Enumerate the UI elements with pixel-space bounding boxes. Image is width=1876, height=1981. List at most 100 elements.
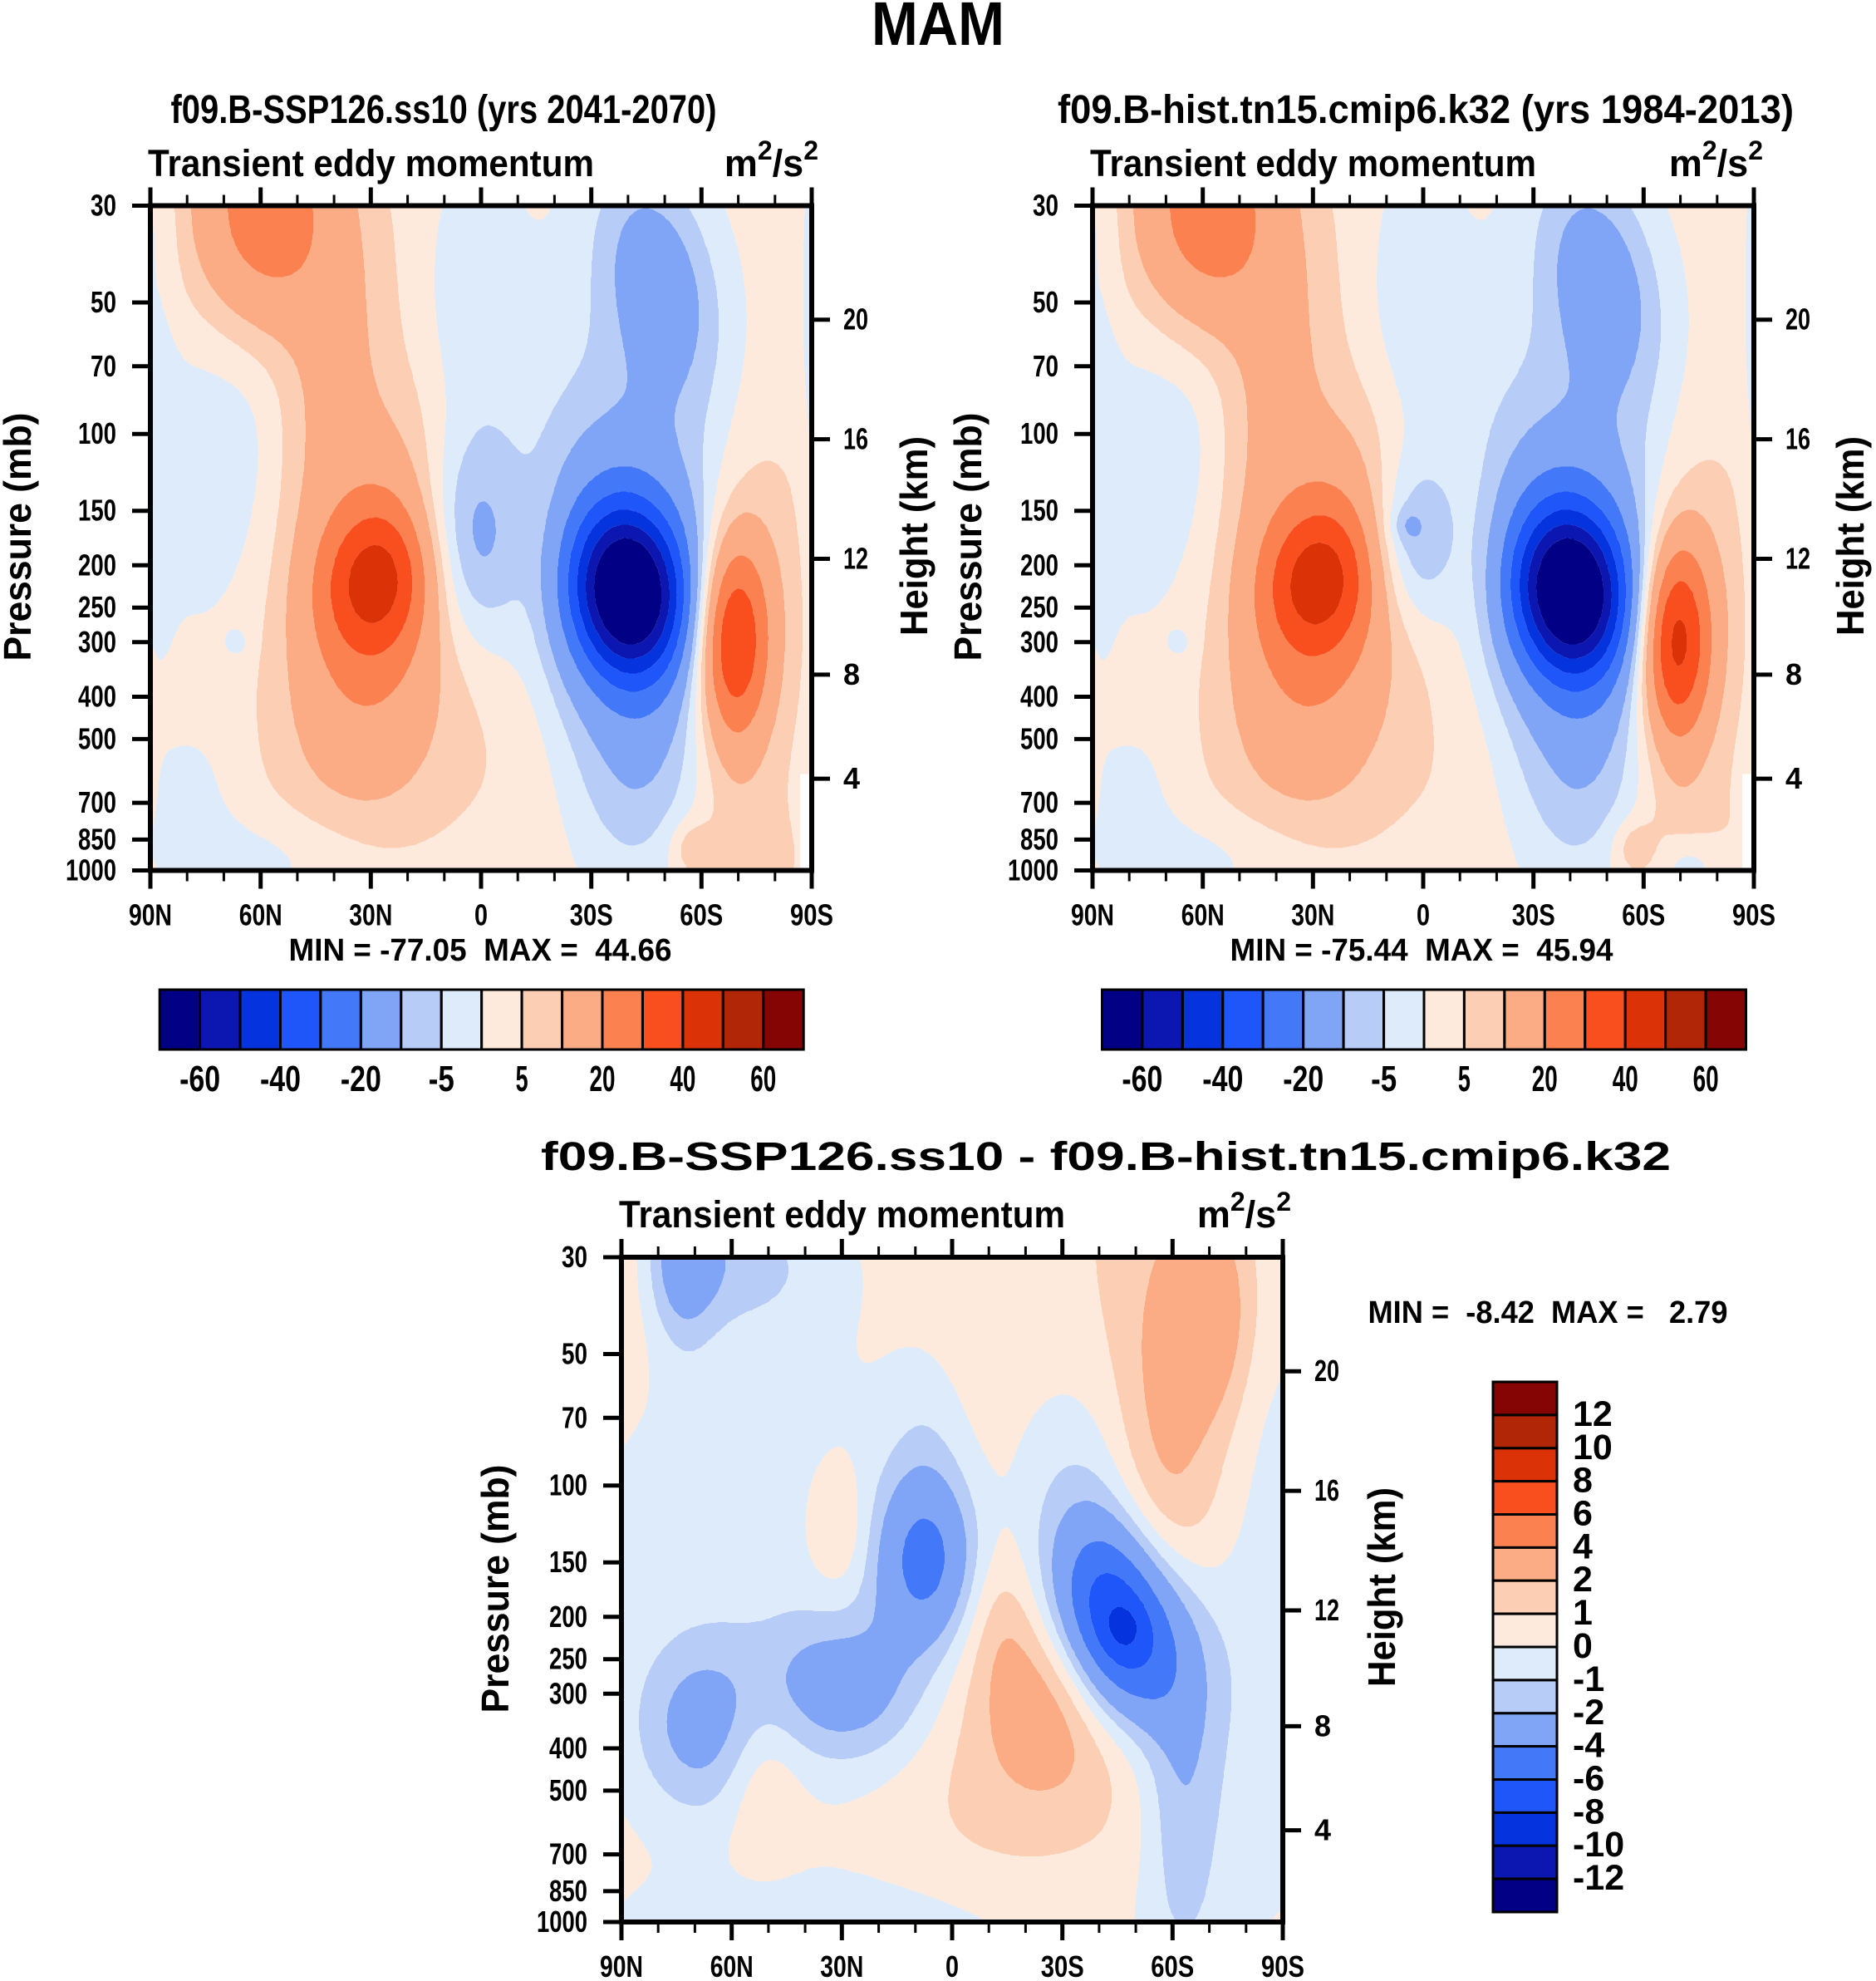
svg-text:850: 850 <box>549 1874 587 1908</box>
svg-text:-1: -1 <box>1573 1659 1604 1699</box>
svg-text:200: 200 <box>549 1600 587 1634</box>
svg-text:200: 200 <box>78 548 116 582</box>
svg-text:16: 16 <box>1785 422 1810 456</box>
svg-text:300: 300 <box>78 625 116 659</box>
svg-text:1000: 1000 <box>1008 853 1058 887</box>
svg-text:200: 200 <box>1020 548 1058 582</box>
svg-text:Pressure (mb): Pressure (mb) <box>946 413 990 661</box>
svg-text:70: 70 <box>1033 349 1058 383</box>
svg-text:20: 20 <box>843 302 868 337</box>
svg-text:30: 30 <box>562 1240 587 1274</box>
svg-text:500: 500 <box>549 1773 587 1807</box>
svg-text:4: 4 <box>1314 1813 1331 1847</box>
svg-text:30N: 30N <box>1291 898 1334 932</box>
svg-text:250: 250 <box>78 590 116 624</box>
svg-text:MIN = -75.44 MAX = 45.94: MIN = -75.44 MAX = 45.94 <box>1230 933 1613 968</box>
svg-text:12: 12 <box>843 542 868 576</box>
svg-text:8: 8 <box>1314 1708 1331 1743</box>
svg-text:50: 50 <box>562 1337 587 1371</box>
svg-text:MIN = -8.42 MAX = 2.79: MIN = -8.42 MAX = 2.79 <box>1368 1295 1728 1330</box>
svg-text:60S: 60S <box>1622 898 1665 932</box>
svg-text:30S: 30S <box>570 898 613 932</box>
svg-text:2: 2 <box>1573 1560 1593 1600</box>
svg-text:400: 400 <box>1020 680 1058 714</box>
svg-text:0: 0 <box>1573 1626 1593 1666</box>
svg-text:-8: -8 <box>1573 1792 1604 1831</box>
svg-text:300: 300 <box>1020 625 1058 659</box>
svg-text:30: 30 <box>91 189 116 223</box>
svg-text:100: 100 <box>1020 416 1058 450</box>
svg-text:300: 300 <box>549 1676 587 1710</box>
svg-text:8: 8 <box>1785 657 1802 691</box>
svg-text:90N: 90N <box>129 898 172 932</box>
svg-text:Height (km): Height (km) <box>1360 1487 1403 1687</box>
svg-text:400: 400 <box>549 1731 587 1765</box>
svg-text:700: 700 <box>549 1837 587 1871</box>
svg-text:Pressure (mb): Pressure (mb) <box>0 413 39 661</box>
svg-text:4: 4 <box>1573 1526 1593 1566</box>
svg-text:0: 0 <box>945 1949 959 1981</box>
svg-text:90N: 90N <box>600 1949 643 1981</box>
svg-text:100: 100 <box>78 416 116 450</box>
svg-text:Transient eddy momentum: Transient eddy momentum <box>1090 142 1536 184</box>
svg-text:16: 16 <box>843 422 868 456</box>
svg-text:30: 30 <box>1033 189 1058 223</box>
svg-text:5: 5 <box>1458 1059 1471 1099</box>
svg-text:0: 0 <box>1417 898 1430 932</box>
svg-text:MIN = -77.05 MAX = 44.66: MIN = -77.05 MAX = 44.66 <box>289 933 672 968</box>
svg-text:60N: 60N <box>710 1949 754 1981</box>
svg-text:700: 700 <box>78 785 116 819</box>
svg-text:-20: -20 <box>341 1059 381 1099</box>
svg-text:-6: -6 <box>1573 1759 1604 1799</box>
svg-text:30N: 30N <box>349 898 392 932</box>
svg-text:16: 16 <box>1314 1473 1339 1507</box>
svg-text:850: 850 <box>78 822 116 856</box>
svg-text:90S: 90S <box>1261 1949 1304 1981</box>
svg-text:90S: 90S <box>1732 898 1775 932</box>
svg-text:-2: -2 <box>1573 1693 1604 1733</box>
svg-text:4: 4 <box>1785 761 1802 795</box>
svg-text:60N: 60N <box>1181 898 1225 932</box>
svg-text:50: 50 <box>91 285 116 319</box>
svg-text:1000: 1000 <box>537 1905 587 1939</box>
svg-text:20: 20 <box>1785 302 1810 337</box>
svg-text:MAM: MAM <box>872 0 1004 58</box>
svg-text:f09.B-hist.tn15.cmip6.k32 (yrs: f09.B-hist.tn15.cmip6.k32 (yrs 1984-2013… <box>1058 88 1794 132</box>
svg-text:850: 850 <box>1020 822 1058 856</box>
svg-text:-60: -60 <box>179 1059 220 1099</box>
svg-text:6: 6 <box>1573 1494 1593 1534</box>
svg-text:500: 500 <box>78 721 116 755</box>
svg-text:60S: 60S <box>680 898 723 932</box>
svg-text:30S: 30S <box>1041 1949 1084 1981</box>
svg-text:30N: 30N <box>820 1949 863 1981</box>
svg-text:12: 12 <box>1314 1593 1339 1627</box>
svg-text:700: 700 <box>1020 785 1058 819</box>
svg-text:100: 100 <box>549 1468 587 1502</box>
svg-text:60: 60 <box>1693 1059 1719 1099</box>
svg-text:50: 50 <box>1033 285 1058 319</box>
svg-text:250: 250 <box>549 1642 587 1676</box>
svg-text:f09.B-SSP126.ss10 (yrs 2041-20: f09.B-SSP126.ss10 (yrs 2041-2070) <box>171 88 717 132</box>
svg-text:500: 500 <box>1020 721 1058 755</box>
svg-text:8: 8 <box>1573 1461 1593 1501</box>
svg-text:150: 150 <box>549 1545 587 1579</box>
svg-text:Transient eddy momentum: Transient eddy momentum <box>619 1193 1065 1236</box>
svg-text:-10: -10 <box>1573 1825 1624 1865</box>
svg-text:70: 70 <box>562 1400 587 1434</box>
svg-text:8: 8 <box>843 657 860 691</box>
svg-text:10: 10 <box>1573 1428 1613 1467</box>
svg-text:1000: 1000 <box>66 853 116 887</box>
svg-text:-12: -12 <box>1573 1858 1624 1898</box>
svg-text:90S: 90S <box>790 898 833 932</box>
svg-text:60N: 60N <box>239 898 282 932</box>
svg-text:-20: -20 <box>1283 1059 1324 1099</box>
svg-text:150: 150 <box>78 494 116 528</box>
svg-text:40: 40 <box>1613 1059 1638 1099</box>
svg-text:-40: -40 <box>260 1059 301 1099</box>
svg-text:30S: 30S <box>1512 898 1555 932</box>
svg-text:Pressure (mb): Pressure (mb) <box>474 1465 517 1713</box>
svg-text:-4: -4 <box>1573 1726 1604 1766</box>
svg-text:150: 150 <box>1020 494 1058 528</box>
svg-text:20: 20 <box>1532 1059 1558 1099</box>
svg-text:4: 4 <box>843 761 860 795</box>
